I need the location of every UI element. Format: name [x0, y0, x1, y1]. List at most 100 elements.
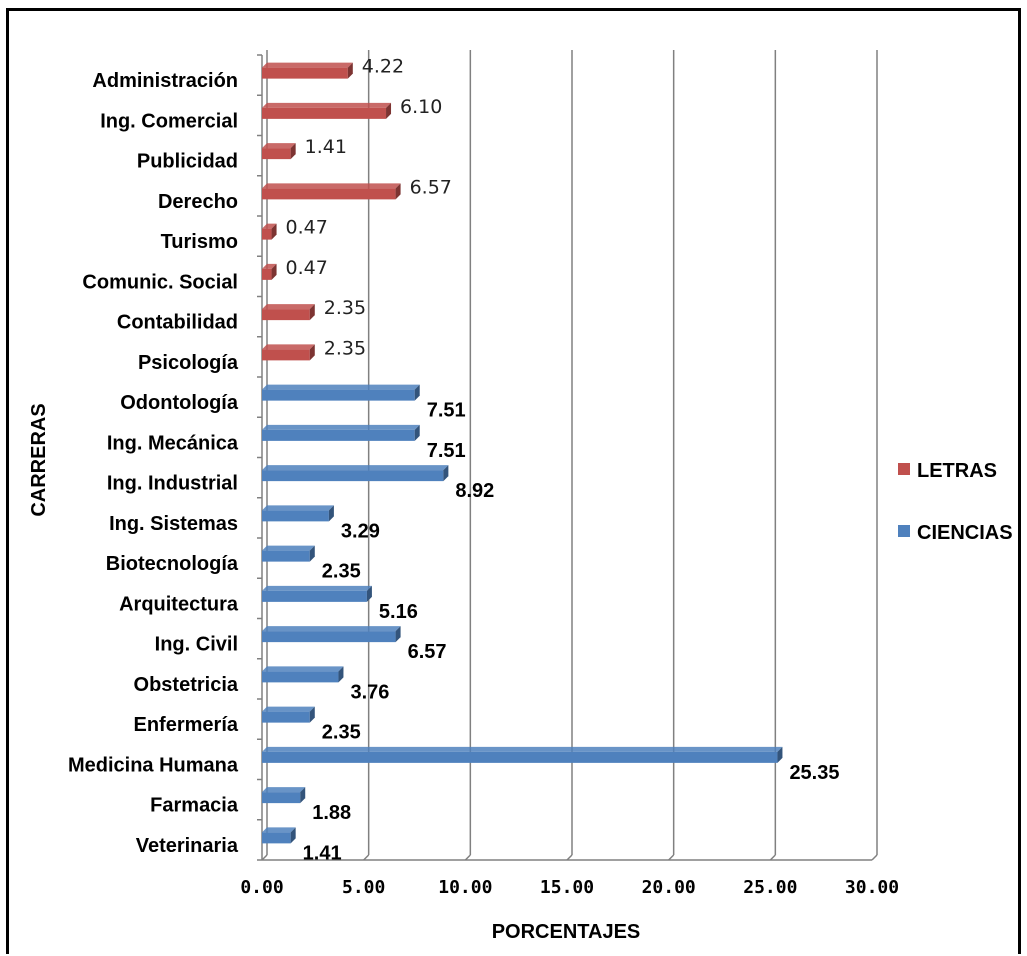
bar-side	[290, 827, 296, 844]
bar-top	[262, 304, 315, 310]
category-label: Administración	[92, 70, 238, 92]
gridline-base	[363, 854, 370, 861]
legend-swatch-ciencias	[898, 525, 910, 537]
bar-side	[443, 465, 449, 482]
category-label: Derecho	[158, 191, 238, 213]
category-label: Farmacia	[150, 795, 239, 817]
value-label: 3.29	[341, 520, 380, 542]
bar-letras	[262, 102, 392, 119]
bar-side	[338, 666, 344, 683]
bar-side	[328, 505, 334, 522]
bar-ciencias	[262, 384, 420, 401]
y-axis-title: CARRERAS	[28, 403, 50, 516]
value-label: 8.92	[455, 480, 494, 502]
chart-frame	[6, 8, 1021, 954]
bar-front	[262, 148, 291, 160]
category-label: Biotecnología	[106, 553, 239, 575]
bar-front	[262, 631, 396, 643]
x-tick-label: 25.00	[743, 877, 797, 898]
category-label: Odontología	[120, 392, 239, 414]
bar-top	[262, 143, 296, 149]
bar-side	[395, 183, 401, 200]
bar-front	[262, 470, 444, 482]
bar-side	[414, 424, 420, 441]
bar-ciencias	[262, 626, 401, 643]
bar-side	[309, 545, 315, 562]
bar-top	[262, 827, 296, 833]
bar-ciencias	[262, 545, 315, 562]
value-label: 0.47	[286, 257, 328, 279]
bar-side	[290, 143, 296, 160]
legend-label-ciencias: CIENCIAS	[917, 522, 1013, 544]
bar-side	[309, 304, 315, 321]
value-label: 7.51	[427, 440, 466, 462]
legend: LETRAS CIENCIAS	[898, 460, 1013, 544]
category-label: Ing. Comercial	[100, 110, 238, 132]
bar-ciencias	[262, 706, 315, 723]
bar-front	[262, 429, 415, 441]
bar-top	[262, 545, 315, 551]
bar-top	[262, 424, 420, 430]
category-label: Ing. Industrial	[107, 473, 238, 495]
bar-side	[271, 223, 277, 240]
category-label: Obstetricia	[134, 674, 239, 696]
x-tick-label: 5.00	[342, 877, 385, 898]
x-tick-labels: 0.00 5.00 10.00 15.00 20.00 25.00 30.00	[240, 877, 899, 898]
bar-top	[262, 787, 306, 793]
bar-top	[262, 626, 401, 632]
bar-letras	[262, 344, 315, 361]
legend-label-letras: LETRAS	[917, 460, 997, 482]
bar-side	[271, 263, 277, 280]
bar-ciencias	[262, 787, 306, 804]
x-tick-label: 20.00	[642, 877, 696, 898]
value-label: 0.47	[286, 217, 328, 239]
gridline-base	[668, 854, 675, 861]
bar-ciencias	[262, 585, 372, 602]
bar-front	[262, 228, 272, 240]
value-label: 25.35	[789, 762, 839, 784]
bar-front	[262, 792, 301, 804]
bar-ciencias	[262, 666, 344, 683]
value-label: 3.76	[350, 681, 389, 703]
bar-side	[309, 344, 315, 361]
bar-front	[262, 107, 387, 119]
bar-top	[262, 344, 315, 350]
bar-side	[414, 384, 420, 401]
gridline-base	[464, 854, 471, 861]
value-label: 1.88	[312, 802, 351, 824]
bar-top	[262, 706, 315, 712]
category-label: Turismo	[161, 231, 238, 253]
category-label: Ing. Sistemas	[109, 513, 238, 535]
category-label: Arquitectura	[119, 593, 239, 615]
bar-top	[262, 223, 277, 229]
gridline-base	[261, 854, 268, 861]
bar-top	[262, 102, 392, 108]
bar-front	[262, 751, 778, 763]
bar-top	[262, 384, 420, 390]
category-label: Comunic. Social	[82, 271, 238, 293]
bar-letras	[262, 223, 277, 240]
bar-top	[262, 183, 401, 189]
bar-ciencias	[262, 827, 296, 844]
x-axis-title: PORCENTAJES	[492, 921, 641, 943]
value-label: 1.41	[305, 136, 347, 158]
x-tick-label: 30.00	[845, 877, 899, 898]
category-label: Enfermería	[134, 714, 239, 736]
x-tick-label: 10.00	[438, 877, 492, 898]
x-tick-label: 15.00	[540, 877, 594, 898]
bar-top	[262, 585, 372, 591]
category-label: Ing. Mecánica	[107, 432, 239, 454]
bar-ciencias	[262, 746, 783, 763]
category-label: Psicología	[138, 352, 239, 374]
value-label: 2.35	[324, 297, 366, 319]
category-label: Ing. Civil	[155, 634, 238, 656]
bar-front	[262, 671, 339, 683]
value-label: 4.22	[362, 56, 404, 78]
category-label: Veterinaria	[136, 835, 239, 857]
bar-front	[262, 188, 396, 200]
value-label: 7.51	[427, 400, 466, 422]
bar-letras	[262, 62, 353, 79]
value-label: 6.57	[408, 641, 447, 663]
bars	[262, 62, 783, 844]
